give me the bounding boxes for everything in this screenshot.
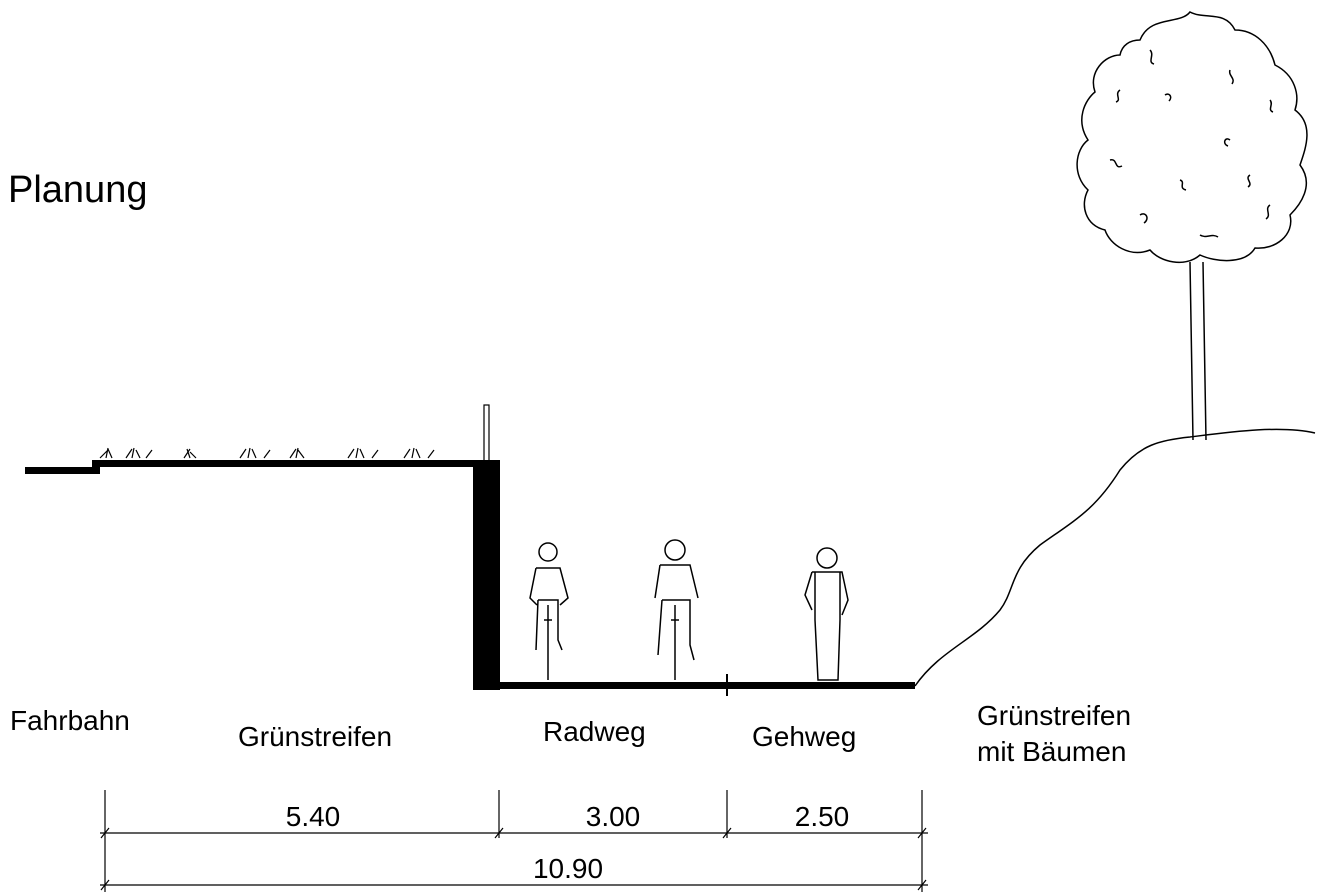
dimension-label: 3.00: [586, 801, 641, 832]
cyclists-and-pedestrian: [529, 539, 849, 681]
zone-label: Fahrbahn: [10, 705, 130, 736]
title: Planung: [8, 169, 147, 211]
zone-label: Gehweg: [752, 721, 856, 752]
dimension-label: 5.40: [286, 801, 341, 832]
zone-label: Grünstreifen: [238, 721, 392, 752]
dimension-label: 2.50: [795, 801, 850, 832]
tree: [1076, 11, 1308, 441]
zone-label: Radweg: [543, 716, 646, 747]
zone-label: mit Bäumen: [977, 736, 1126, 767]
terrain: [25, 404, 1316, 696]
dimension-lines: [100, 790, 928, 892]
zone-label: Grünstreifen: [977, 700, 1131, 731]
total-dimension-label: 10.90: [533, 853, 603, 884]
zone-labels: Fahrbahn Grünstreifen Radweg Gehweg Grün…: [10, 700, 1131, 767]
